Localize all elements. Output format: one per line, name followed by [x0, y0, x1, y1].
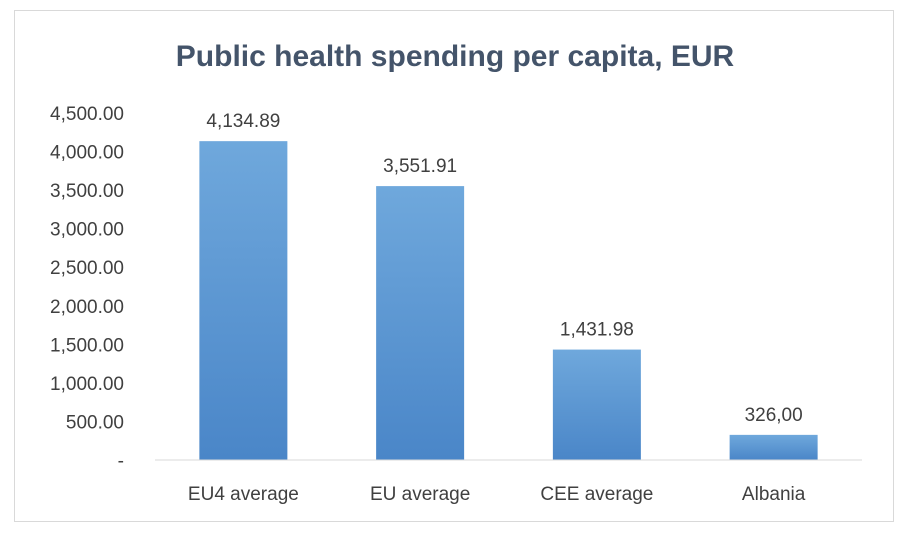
- y-tick-label: 4,500.00: [50, 104, 124, 125]
- y-tick-label: 4,000.00: [50, 143, 124, 164]
- y-axis-ticks: - 500.00 1,000.00 1,500.00 2,000.00 2,500.00 3…: [50, 104, 124, 472]
- x-tick-label: CEE average: [540, 484, 653, 505]
- x-tick-label: EU average: [370, 484, 470, 505]
- x-tick-label: EU4 average: [188, 484, 299, 505]
- data-label: 326,00: [745, 405, 803, 426]
- data-label: 4,134.89: [206, 111, 280, 132]
- data-label: 1,431.98: [560, 320, 634, 341]
- y-tick-label: 1,000.00: [50, 374, 124, 395]
- bar: [199, 141, 288, 460]
- y-tick-label: -: [118, 451, 124, 472]
- chart-title: Public health spending per capita, EUR: [176, 40, 735, 73]
- x-axis-labels: EU4 average EU average CEE average Albania: [188, 484, 806, 505]
- y-tick-label: 500.00: [66, 412, 124, 433]
- x-tick-label: Albania: [742, 484, 806, 505]
- bar: [729, 434, 818, 460]
- bar: [376, 186, 465, 460]
- y-tick-label: 2,500.00: [50, 258, 124, 279]
- data-labels-group: 4,134.89 3,551.91 1,431.98 326,00: [206, 111, 802, 426]
- bars-group: [199, 141, 818, 460]
- data-label: 3,551.91: [383, 156, 457, 177]
- y-tick-label: 3,000.00: [50, 220, 124, 241]
- y-tick-label: 1,500.00: [50, 335, 124, 356]
- y-tick-label: 3,500.00: [50, 181, 124, 202]
- bar: [552, 349, 641, 460]
- y-tick-label: 2,000.00: [50, 297, 124, 318]
